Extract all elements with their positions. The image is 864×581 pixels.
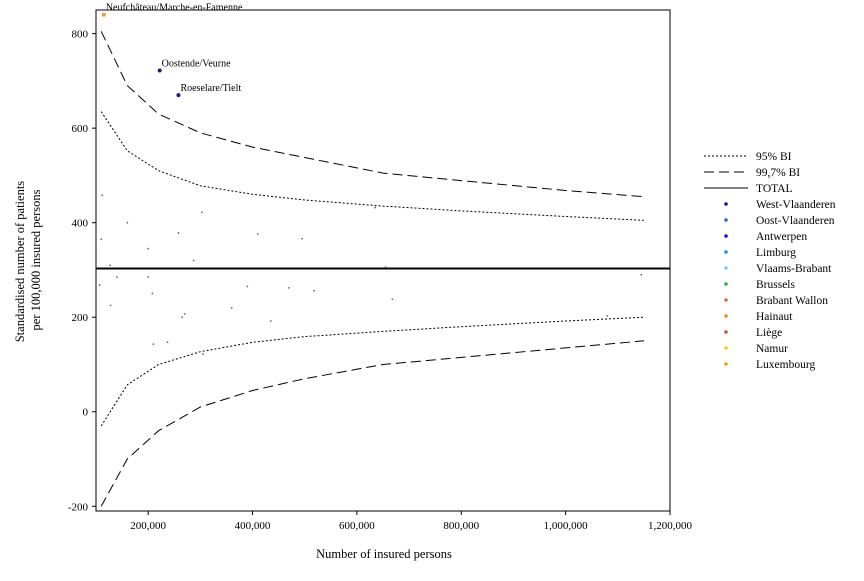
legend-province-label: Oost-Vlaanderen <box>756 215 835 227</box>
data-point <box>384 266 387 269</box>
legend-province-marker <box>724 330 728 334</box>
x-tick-label: 400,000 <box>235 520 271 532</box>
legend-province-marker <box>724 282 728 286</box>
data-point <box>98 284 101 286</box>
legend-province-marker <box>724 234 728 238</box>
data-points <box>98 194 643 355</box>
data-point <box>166 341 169 344</box>
data-point <box>183 313 186 315</box>
legend: 95% BI 99,7% BI TOTAL West-Vlaanderen Oost-V… <box>704 151 836 371</box>
legend-line-label: TOTAL <box>756 183 793 195</box>
data-point <box>313 289 316 292</box>
legend-line-label: 95% BI <box>756 151 792 163</box>
labeled-point-marker <box>176 93 181 98</box>
legend-province-marker <box>724 218 728 222</box>
data-point <box>177 232 180 234</box>
x-tick-label: 800,000 <box>443 520 479 532</box>
data-point <box>230 306 233 309</box>
legend-province-label: Brussels <box>756 279 796 291</box>
data-point <box>606 314 609 317</box>
y-tick-label: 400 <box>72 218 89 230</box>
legend-province-label: Hainaut <box>756 311 793 323</box>
limit-line-0-upper <box>100 111 644 221</box>
data-point <box>115 276 118 278</box>
data-point <box>181 316 184 319</box>
data-point <box>202 353 204 355</box>
x-tick-label: 1,000,000 <box>544 520 589 532</box>
data-point <box>246 285 249 288</box>
data-point <box>126 221 129 224</box>
y-tick-label: 200 <box>72 312 89 324</box>
data-point <box>147 247 150 250</box>
y-tick-label: 0 <box>83 407 89 419</box>
legend-province-marker <box>724 362 728 366</box>
data-point <box>269 320 272 322</box>
legend-province-marker <box>724 298 728 302</box>
x-axis-title: Number of insured persons <box>316 547 452 561</box>
data-point <box>201 211 203 214</box>
legend-province-label: Antwerpen <box>756 231 807 243</box>
x-axis: 200,000 400,000 600,000 800,000 1,000,000 1,2… <box>130 511 693 532</box>
control-limit-lines <box>100 31 644 507</box>
legend-province-marker <box>724 314 728 318</box>
labeled-point-marker <box>157 68 162 73</box>
legend-province-label: West-Vlaanderen <box>756 199 836 211</box>
legend-province-marker <box>724 202 728 206</box>
legend-province-label: Namur <box>756 343 788 355</box>
legend-province-label: Liège <box>756 327 782 339</box>
y-tick-label: -200 <box>68 501 89 513</box>
y-axis-title-line-1: Standardised number of patients <box>13 181 27 343</box>
data-point <box>147 276 150 278</box>
data-point <box>109 264 111 267</box>
data-point <box>101 194 104 197</box>
labeled-point-label: Roeselare/Tielt <box>180 83 241 94</box>
data-point <box>640 273 643 276</box>
legend-province-marker <box>724 346 728 350</box>
data-point <box>152 343 155 346</box>
labeled-points: Neufchâteau/Marche-en-Famenne Oostende/Ve… <box>101 3 243 98</box>
data-point <box>109 304 112 307</box>
legend-line-label: 99,7% BI <box>756 167 800 179</box>
data-point <box>192 259 195 262</box>
legend-province-label: Limburg <box>756 247 796 259</box>
legend-province-marker <box>724 266 728 270</box>
legend-province-marker <box>724 250 728 254</box>
data-point <box>288 287 290 289</box>
data-point <box>151 292 154 295</box>
legend-province-label: Luxembourg <box>756 359 815 371</box>
legend-province-label: Vlaams-Brabant <box>756 263 832 275</box>
labeled-point-marker <box>101 12 106 17</box>
legend-province-label: Brabant Wallon <box>756 295 828 307</box>
limit-line-1-upper <box>100 31 644 198</box>
y-axis-title: Standardised number of patients per 100,… <box>13 178 43 343</box>
limit-line-0-lower <box>100 316 644 427</box>
y-axis: -200 0 200 400 600 800 <box>68 29 96 513</box>
data-point <box>256 233 259 235</box>
data-point <box>100 238 103 241</box>
data-point <box>391 298 394 301</box>
x-tick-label: 600,000 <box>339 520 375 532</box>
y-tick-label: 600 <box>72 123 89 135</box>
labeled-point-label: Neufchâteau/Marche-en-Famenne <box>106 3 243 14</box>
data-point <box>374 206 377 209</box>
y-axis-title-line-2: per 100,000 insured persons <box>29 189 43 330</box>
plot-area-frame <box>95 9 671 512</box>
x-tick-label: 200,000 <box>130 520 166 532</box>
y-tick-label: 800 <box>72 29 89 41</box>
labeled-point-label: Oostende/Veurne <box>162 58 231 69</box>
x-tick-label: 1,200,000 <box>648 520 693 532</box>
limit-line-1-lower <box>100 340 644 507</box>
data-point <box>301 237 304 240</box>
